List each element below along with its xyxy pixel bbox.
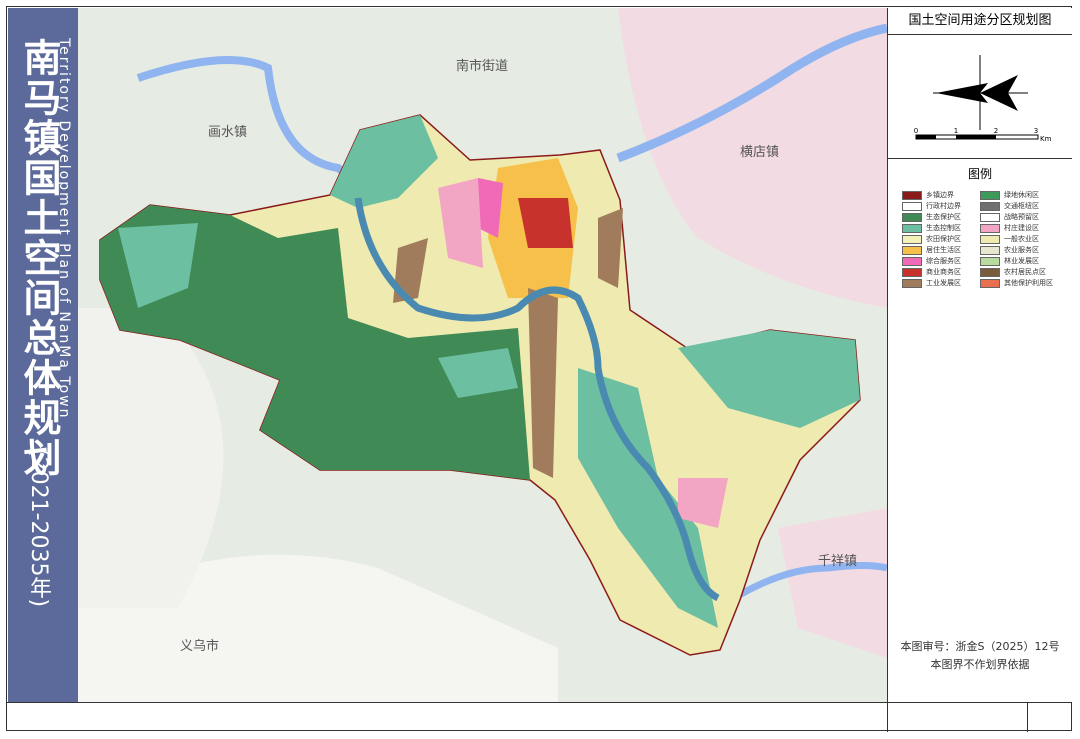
legend-swatch — [980, 201, 1000, 211]
legend-swatch — [980, 223, 1000, 233]
legend-swatch — [980, 234, 1000, 244]
legend-item: 行政村边界 — [902, 201, 961, 211]
legend-swatch — [902, 223, 922, 233]
legend-swatch — [902, 234, 922, 244]
approval-note: 本图审号：浙金S（2025）12号 — [900, 640, 1060, 653]
title: 南马镇国土空间总体规划 — [17, 38, 61, 478]
legend-swatch — [980, 212, 1000, 222]
legend-swatch — [902, 245, 922, 255]
map-title: 国土空间用途分区规划图 — [888, 8, 1072, 35]
legend-item: 综合服务区 — [902, 256, 961, 266]
legend-swatch — [980, 190, 1000, 200]
legend-label: 一般农业区 — [1004, 235, 1039, 243]
legend-item: 一般农业区 — [980, 234, 1039, 244]
scale-unit: Km — [1040, 135, 1052, 143]
legend-item: 居住生活区 — [902, 245, 961, 255]
legend-label: 交通枢纽区 — [1004, 202, 1039, 210]
legend-label: 绿地休闲区 — [1004, 191, 1039, 199]
legend-label: 农村居民点区 — [1004, 268, 1046, 276]
legend-label: 生态保护区 — [926, 213, 961, 221]
english-title: Territory Development Plan of NanMa Town — [56, 38, 72, 420]
legend-item: 农田保护区 — [902, 234, 961, 244]
legend-swatch — [980, 267, 1000, 277]
legend-swatch — [902, 278, 922, 288]
place-label: 义乌市 — [180, 638, 219, 654]
legend-swatch — [902, 256, 922, 266]
legend-label: 行政村边界 — [926, 202, 961, 210]
legend-swatch — [902, 212, 922, 222]
legend-label: 生态控制区 — [926, 224, 961, 232]
legend-item: 农村居民点区 — [980, 267, 1046, 277]
place-label: 画水镇 — [208, 125, 247, 140]
legend-swatch — [902, 267, 922, 277]
legend-item: 农业服务区 — [980, 245, 1039, 255]
place-label: 横店镇 — [740, 145, 779, 160]
legend-item: 战略预留区 — [980, 212, 1039, 222]
legend-item: 村庄建设区 — [980, 223, 1039, 233]
legend-label: 综合服务区 — [926, 257, 961, 265]
years: (2021-2035年) — [26, 448, 51, 608]
legend-label: 战略预留区 — [1004, 213, 1039, 221]
legend-item: 绿地休闲区 — [980, 190, 1039, 200]
legend-label: 村庄建设区 — [1004, 224, 1039, 232]
legend-label: 其他保护利用区 — [1004, 279, 1053, 287]
legend-label: 居住生活区 — [926, 246, 961, 254]
place-label: 千祥镇 — [818, 554, 857, 569]
legend-item: 其他保护利用区 — [980, 278, 1053, 288]
boundary-note: 本图界不作划界依据 — [930, 658, 1030, 671]
legend-swatch — [980, 245, 1000, 255]
legend-item: 交通枢纽区 — [980, 201, 1039, 211]
map: 南市街道 画水镇 横店镇 千祥镇 义乌市 — [78, 8, 887, 702]
scale-label: 1 — [954, 127, 958, 135]
legend-item: 工业发展区 — [902, 278, 961, 288]
legend-item: 林业发展区 — [980, 256, 1039, 266]
compass-scale: 0 1 2 3Km — [914, 55, 1052, 143]
legend-swatch — [980, 278, 1000, 288]
legend-swatch — [902, 201, 922, 211]
legend-item: 生态保护区 — [902, 212, 961, 222]
bottom-strip — [6, 702, 1072, 732]
title-bar: 南马镇国土空间总体规划 Territory Development Plan o… — [8, 8, 78, 702]
legend-item: 生态控制区 — [902, 223, 961, 233]
side-panel: 国土空间用途分区规划图 0 1 2 3 Km 图例 乡镇边界行政村边界生态保护区生态控制… — [887, 8, 1072, 702]
legend-title: 图例 — [888, 158, 1072, 182]
legend-label: 农田保护区 — [926, 235, 961, 243]
legend-label: 林业发展区 — [1004, 257, 1039, 265]
legend-label: 商业商务区 — [926, 268, 961, 276]
scale-label: 2 — [994, 127, 998, 135]
legend-item: 商业商务区 — [902, 267, 961, 277]
legend-label: 工业发展区 — [926, 279, 961, 287]
legend-item: 乡镇边界 — [902, 190, 954, 200]
legend-swatch — [980, 256, 1000, 266]
legend-swatch — [902, 190, 922, 200]
scale-label: 0 — [914, 127, 918, 135]
legend-label: 乡镇边界 — [926, 191, 954, 199]
place-label: 南市街道 — [456, 58, 508, 74]
scale-label: 3 — [1034, 127, 1038, 135]
legend-label: 农业服务区 — [1004, 246, 1039, 254]
